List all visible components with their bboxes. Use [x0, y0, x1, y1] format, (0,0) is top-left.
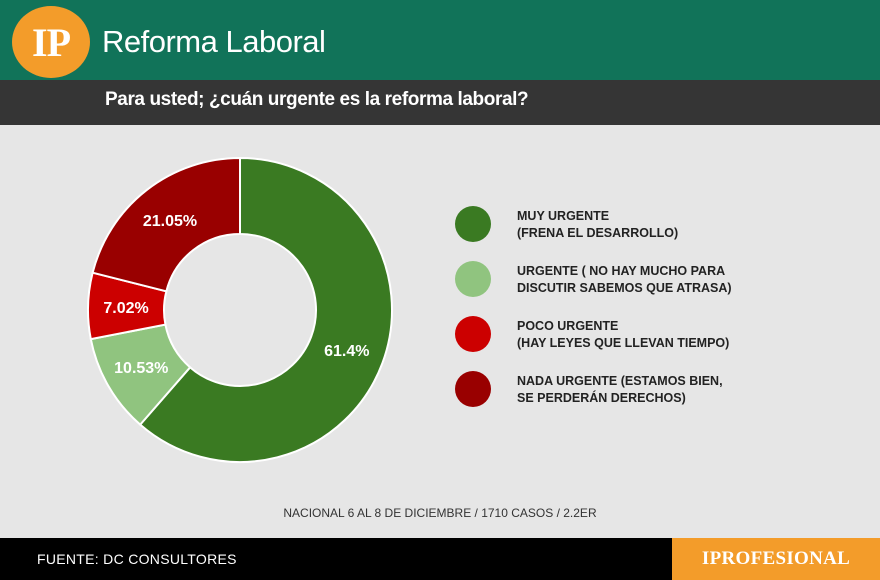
donut-slice-0 — [138, 156, 393, 463]
slice-data-label: 7.02% — [103, 300, 148, 317]
legend-label: MUY URGENTE (FRENA EL DESARROLLO) — [517, 209, 679, 240]
legend-dot-icon — [455, 371, 491, 407]
slice-data-label: 10.53% — [114, 360, 168, 377]
survey-footnote: NACIONAL 6 AL 8 DE DICIEMBRE / 1710 CASO… — [283, 506, 597, 520]
page-title: Reforma Laboral — [102, 24, 326, 59]
donut-chart: 61.4% 10.53% 7.02% 21.05% — [87, 156, 393, 463]
legend-label: NADA URGENTE (ESTAMOS BIEN, SE PERDERÁN D… — [517, 374, 723, 405]
chart-question: Para usted; ¿cuán urgente es la reforma … — [105, 89, 529, 110]
slice-data-label: 21.05% — [143, 213, 197, 230]
header-bar — [0, 0, 880, 80]
brand-logo: IPROFESIONAL — [672, 538, 880, 580]
donut-slice-3 — [91, 156, 241, 293]
legend-label: URGENTE ( NO HAY MUCHO PARA DISCUTIR SABE… — [517, 264, 732, 295]
legend-dot-icon — [455, 206, 491, 242]
legend-dot-icon — [455, 316, 491, 352]
source-text: FUENTE: DC CONSULTORES — [37, 551, 237, 567]
question-bar — [0, 80, 880, 125]
slice-data-label: 61.4% — [324, 343, 369, 360]
legend-label: POCO URGENTE (HAY LEYES QUE LLEVAN TIEMPO… — [517, 319, 730, 350]
ip-logo: IP — [12, 6, 90, 78]
legend-dot-icon — [455, 261, 491, 297]
